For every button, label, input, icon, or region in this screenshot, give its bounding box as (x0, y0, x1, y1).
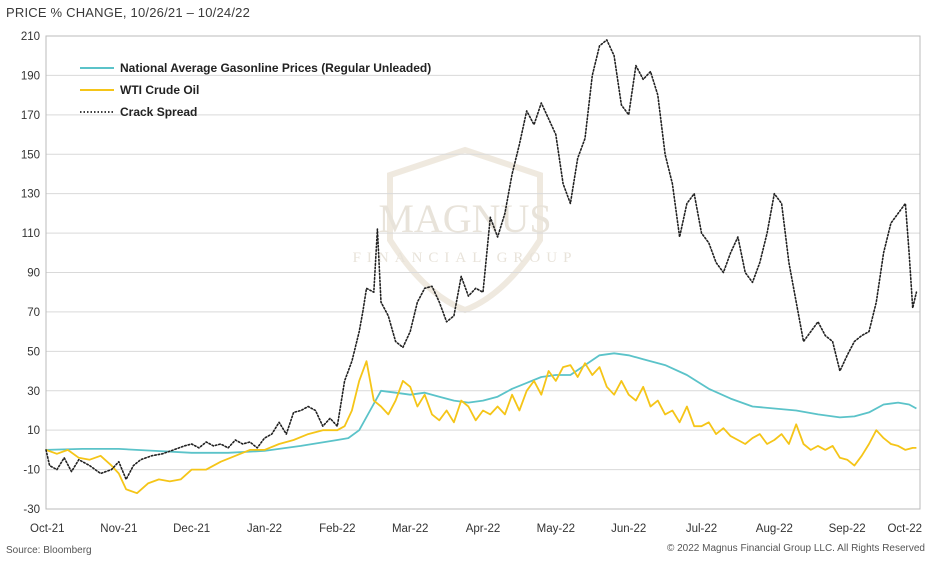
y-tick-label: 90 (27, 268, 40, 280)
y-tick-label: 210 (21, 31, 40, 43)
x-tick-label: Aug-22 (756, 523, 793, 535)
source-note: Source: Bloomberg (6, 545, 92, 556)
gasoline-series-line (45, 352, 917, 454)
y-tick-label: 10 (27, 425, 40, 437)
plot-frame (45, 35, 921, 510)
y-tick-label: -10 (23, 465, 40, 477)
wti-series-line (45, 360, 917, 495)
y-tick-label: 150 (21, 149, 40, 161)
watermark-shield-icon (387, 146, 543, 314)
y-tick-label: 50 (27, 346, 40, 358)
x-tick-label: Sep-22 (829, 523, 866, 535)
legend-label: National Average Gasonline Prices (Regul… (120, 61, 431, 75)
y-tick-label: 190 (21, 70, 40, 82)
x-tick-label: Nov-21 (100, 523, 137, 535)
series-lines (45, 39, 918, 495)
y-tick-label: -30 (23, 504, 40, 516)
y-axis-ticks: -30 -10 10 30 50 70 90 110 130 150 170 190 210 (21, 31, 40, 516)
x-tick-label: Apr-22 (466, 523, 501, 535)
x-tick-label: Mar-22 (392, 523, 428, 535)
x-tick-label: Jun-22 (611, 523, 646, 535)
x-tick-label: Dec-21 (173, 523, 210, 535)
x-tick-label: Jan-22 (247, 523, 282, 535)
y-tick-label: 130 (21, 189, 40, 201)
x-tick-label: Jul-22 (686, 523, 717, 535)
y-tick-label: 110 (22, 228, 40, 240)
watermark-subtitle: FINANCIAL GROUP (353, 250, 578, 266)
y-tick-label: 70 (27, 307, 40, 319)
legend: National Average Gasonline Prices (Regul… (80, 61, 431, 119)
y-tick-label: 30 (27, 386, 40, 398)
watermark-name: MAGNUS (378, 196, 551, 241)
legend-label: Crack Spread (120, 105, 197, 119)
copyright-note: © 2022 Magnus Financial Group LLC. All R… (666, 543, 925, 554)
x-tick-label: Feb-22 (319, 523, 355, 535)
x-tick-label: May-22 (537, 523, 575, 535)
x-tick-label: Oct-22 (887, 523, 922, 535)
x-tick-label: Oct-21 (30, 523, 65, 535)
gridlines (46, 35, 920, 510)
x-axis-ticks: Oct-21 Nov-21 Dec-21 Jan-22 Feb-22 Mar-22 Apr-… (30, 523, 922, 535)
crack-spread-series-line (45, 39, 918, 481)
legend-label: WTI Crude Oil (120, 83, 199, 97)
y-tick-label: 170 (21, 110, 40, 122)
chart-title: PRICE % CHANGE, 10/26/21 – 10/24/22 (6, 5, 251, 20)
